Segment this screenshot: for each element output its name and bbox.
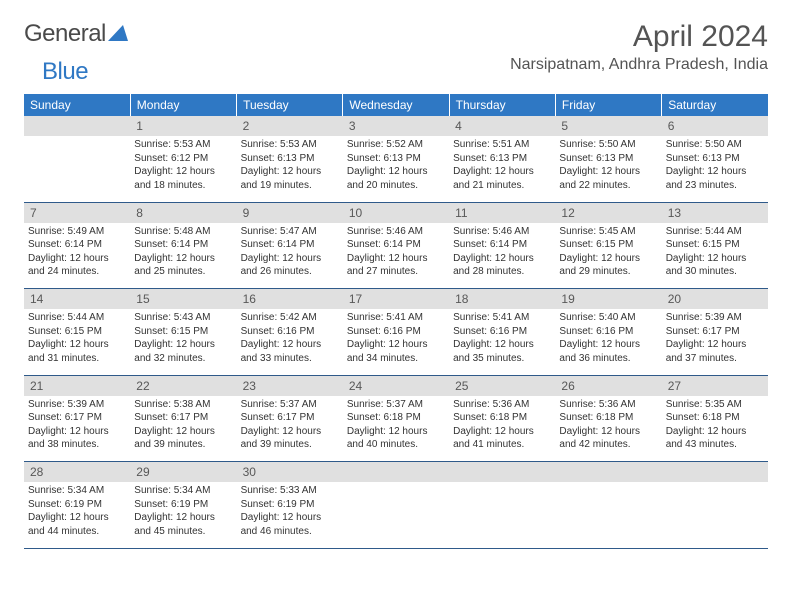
day-cell: [555, 482, 661, 548]
weekday-row: SundayMondayTuesdayWednesdayThursdayFrid…: [24, 94, 768, 116]
weekday-header: Friday: [555, 94, 661, 116]
day-cell: [449, 482, 555, 548]
day-number: 4: [449, 116, 555, 136]
day-cell: Sunrise: 5:36 AMSunset: 6:18 PMDaylight:…: [449, 396, 555, 462]
day-number: 2: [237, 116, 343, 136]
day-number: 6: [662, 116, 768, 136]
logo: General: [24, 20, 130, 48]
day-cell: Sunrise: 5:53 AMSunset: 6:13 PMDaylight:…: [237, 136, 343, 202]
day-cell: Sunrise: 5:46 AMSunset: 6:14 PMDaylight:…: [343, 223, 449, 289]
logo-text-general: General: [24, 20, 106, 48]
day-cell: Sunrise: 5:53 AMSunset: 6:12 PMDaylight:…: [130, 136, 236, 202]
weekday-header: Thursday: [449, 94, 555, 116]
day-cell: Sunrise: 5:40 AMSunset: 6:16 PMDaylight:…: [555, 309, 661, 375]
daynum-row: 21222324252627: [24, 375, 768, 396]
weekday-header: Saturday: [662, 94, 768, 116]
logo-text-blue: Blue: [42, 58, 88, 85]
weekday-header: Sunday: [24, 94, 130, 116]
day-number: 5: [555, 116, 661, 136]
day-cell: Sunrise: 5:34 AMSunset: 6:19 PMDaylight:…: [130, 482, 236, 548]
day-cell: Sunrise: 5:49 AMSunset: 6:14 PMDaylight:…: [24, 223, 130, 289]
day-number: 21: [24, 375, 130, 396]
day-number: 25: [449, 375, 555, 396]
daynum-row: 78910111213: [24, 202, 768, 223]
day-cell: Sunrise: 5:51 AMSunset: 6:13 PMDaylight:…: [449, 136, 555, 202]
day-cell: [662, 482, 768, 548]
detail-row: Sunrise: 5:34 AMSunset: 6:19 PMDaylight:…: [24, 482, 768, 548]
day-cell: Sunrise: 5:35 AMSunset: 6:18 PMDaylight:…: [662, 396, 768, 462]
day-cell: Sunrise: 5:39 AMSunset: 6:17 PMDaylight:…: [24, 396, 130, 462]
day-number: [555, 462, 661, 483]
day-number: 15: [130, 289, 236, 310]
title-block: April 2024 Narsipatnam, Andhra Pradesh, …: [510, 20, 768, 74]
day-cell: Sunrise: 5:37 AMSunset: 6:17 PMDaylight:…: [237, 396, 343, 462]
day-number: 22: [130, 375, 236, 396]
day-cell: Sunrise: 5:36 AMSunset: 6:18 PMDaylight:…: [555, 396, 661, 462]
day-number: 19: [555, 289, 661, 310]
day-cell: [24, 136, 130, 202]
day-number: 7: [24, 202, 130, 223]
day-cell: Sunrise: 5:37 AMSunset: 6:18 PMDaylight:…: [343, 396, 449, 462]
daynum-row: 14151617181920: [24, 289, 768, 310]
day-number: 18: [449, 289, 555, 310]
day-number: 23: [237, 375, 343, 396]
day-number: 26: [555, 375, 661, 396]
day-number: 3: [343, 116, 449, 136]
day-cell: Sunrise: 5:44 AMSunset: 6:15 PMDaylight:…: [24, 309, 130, 375]
day-number: 14: [24, 289, 130, 310]
day-cell: Sunrise: 5:52 AMSunset: 6:13 PMDaylight:…: [343, 136, 449, 202]
detail-row: Sunrise: 5:53 AMSunset: 6:12 PMDaylight:…: [24, 136, 768, 202]
day-cell: Sunrise: 5:41 AMSunset: 6:16 PMDaylight:…: [449, 309, 555, 375]
weekday-header: Tuesday: [237, 94, 343, 116]
month-title: April 2024: [510, 20, 768, 54]
day-cell: Sunrise: 5:44 AMSunset: 6:15 PMDaylight:…: [662, 223, 768, 289]
location: Narsipatnam, Andhra Pradesh, India: [510, 56, 768, 74]
day-number: 8: [130, 202, 236, 223]
weekday-header: Wednesday: [343, 94, 449, 116]
daynum-row: 123456: [24, 116, 768, 136]
detail-row: Sunrise: 5:44 AMSunset: 6:15 PMDaylight:…: [24, 309, 768, 375]
day-number: 12: [555, 202, 661, 223]
day-cell: Sunrise: 5:42 AMSunset: 6:16 PMDaylight:…: [237, 309, 343, 375]
day-number: 16: [237, 289, 343, 310]
day-cell: Sunrise: 5:48 AMSunset: 6:14 PMDaylight:…: [130, 223, 236, 289]
day-cell: Sunrise: 5:34 AMSunset: 6:19 PMDaylight:…: [24, 482, 130, 548]
day-number: 13: [662, 202, 768, 223]
day-number: 30: [237, 462, 343, 483]
calendar-body: 123456Sunrise: 5:53 AMSunset: 6:12 PMDay…: [24, 116, 768, 548]
day-number: 28: [24, 462, 130, 483]
day-number: 11: [449, 202, 555, 223]
calendar-table: SundayMondayTuesdayWednesdayThursdayFrid…: [24, 94, 768, 549]
day-cell: Sunrise: 5:43 AMSunset: 6:15 PMDaylight:…: [130, 309, 236, 375]
day-cell: Sunrise: 5:50 AMSunset: 6:13 PMDaylight:…: [662, 136, 768, 202]
day-cell: Sunrise: 5:46 AMSunset: 6:14 PMDaylight:…: [449, 223, 555, 289]
day-number: [24, 116, 130, 136]
day-cell: Sunrise: 5:47 AMSunset: 6:14 PMDaylight:…: [237, 223, 343, 289]
day-number: 20: [662, 289, 768, 310]
detail-row: Sunrise: 5:39 AMSunset: 6:17 PMDaylight:…: [24, 396, 768, 462]
day-number: 27: [662, 375, 768, 396]
detail-row: Sunrise: 5:49 AMSunset: 6:14 PMDaylight:…: [24, 223, 768, 289]
day-number: 17: [343, 289, 449, 310]
day-cell: Sunrise: 5:38 AMSunset: 6:17 PMDaylight:…: [130, 396, 236, 462]
day-number: [662, 462, 768, 483]
day-number: 9: [237, 202, 343, 223]
day-number: 1: [130, 116, 236, 136]
day-cell: Sunrise: 5:50 AMSunset: 6:13 PMDaylight:…: [555, 136, 661, 202]
day-cell: Sunrise: 5:39 AMSunset: 6:17 PMDaylight:…: [662, 309, 768, 375]
day-number: 29: [130, 462, 236, 483]
day-number: [343, 462, 449, 483]
day-number: 24: [343, 375, 449, 396]
day-number: [449, 462, 555, 483]
day-number: 10: [343, 202, 449, 223]
day-cell: Sunrise: 5:33 AMSunset: 6:19 PMDaylight:…: [237, 482, 343, 548]
calendar-head: SundayMondayTuesdayWednesdayThursdayFrid…: [24, 94, 768, 116]
day-cell: [343, 482, 449, 548]
weekday-header: Monday: [130, 94, 236, 116]
triangle-icon: [108, 23, 128, 46]
day-cell: Sunrise: 5:45 AMSunset: 6:15 PMDaylight:…: [555, 223, 661, 289]
daynum-row: 282930: [24, 462, 768, 483]
day-cell: Sunrise: 5:41 AMSunset: 6:16 PMDaylight:…: [343, 309, 449, 375]
